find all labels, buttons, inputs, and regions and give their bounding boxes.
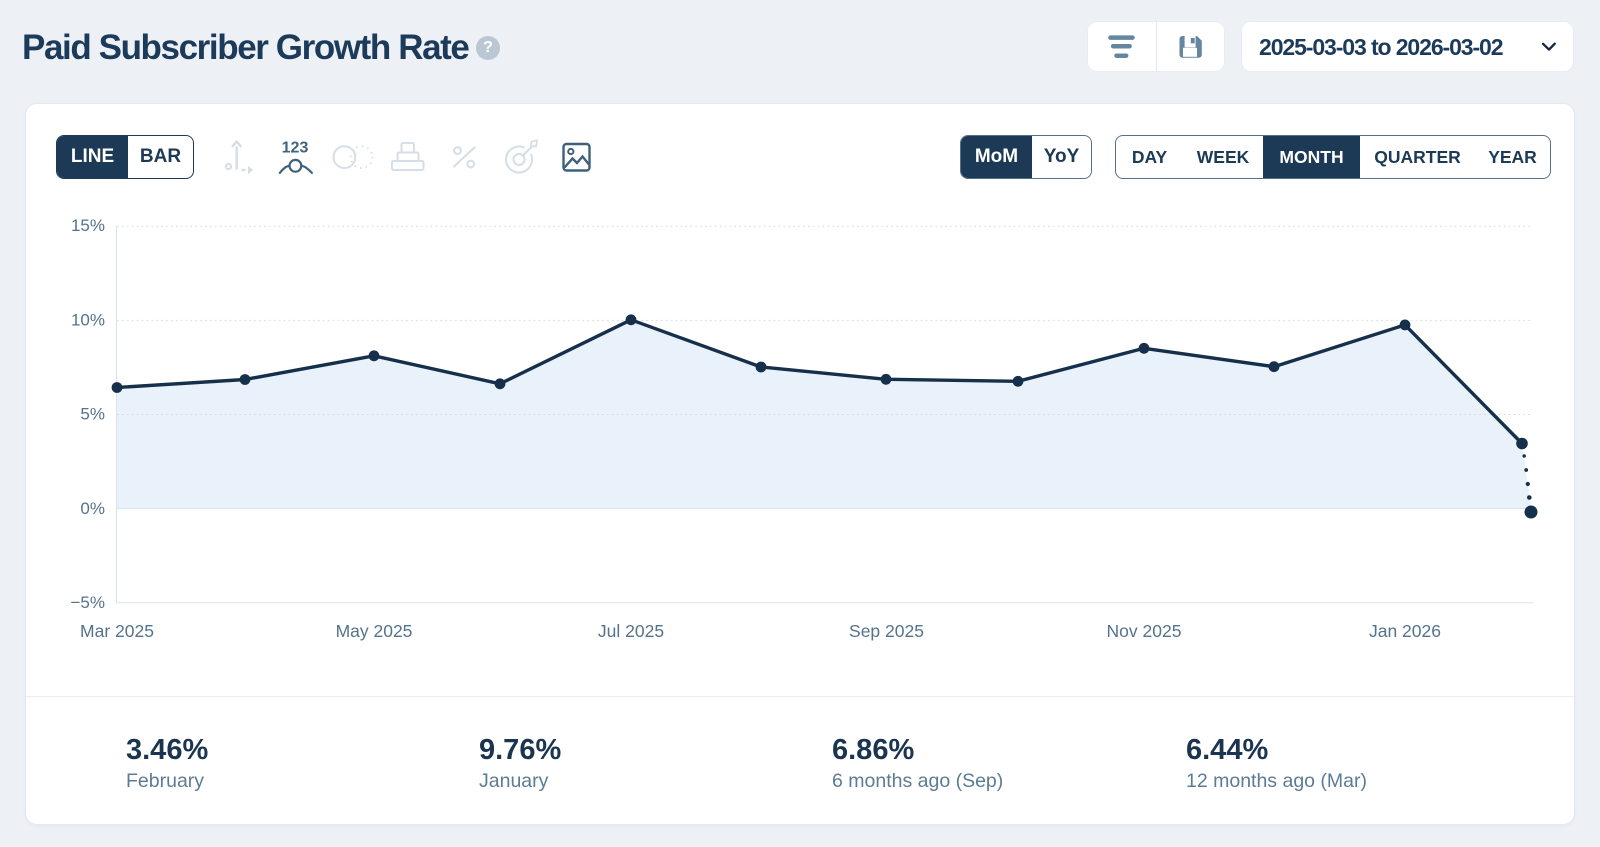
svg-text:May 2025: May 2025 — [336, 621, 413, 641]
svg-text:Jul 2025: Jul 2025 — [598, 621, 664, 641]
svg-text:Nov 2025: Nov 2025 — [1107, 621, 1182, 641]
svg-text:15%: 15% — [71, 216, 105, 235]
svg-text:123: 123 — [282, 140, 309, 157]
svg-text:−5%: −5% — [71, 593, 106, 612]
svg-text:5%: 5% — [80, 405, 105, 424]
svg-text:0%: 0% — [80, 499, 105, 518]
svg-text:Jan 2026: Jan 2026 — [1369, 621, 1441, 641]
svg-text:Mar 2025: Mar 2025 — [80, 621, 154, 641]
svg-text:10%: 10% — [71, 311, 105, 330]
svg-text:Sep 2025: Sep 2025 — [849, 621, 924, 641]
